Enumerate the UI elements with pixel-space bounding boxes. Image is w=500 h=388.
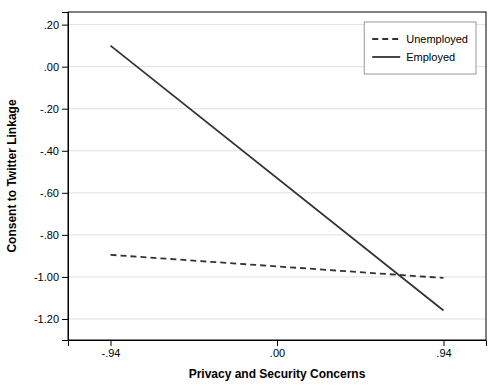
x-tick-label: .94	[436, 347, 451, 359]
plot-area	[111, 46, 444, 311]
legend-swatch	[372, 38, 400, 40]
x-tick: .00	[270, 340, 285, 359]
x-axis-line	[69, 341, 487, 347]
y-grid-line	[68, 192, 486, 193]
y-tick-mark	[62, 109, 68, 110]
legend-label: Employed	[406, 51, 455, 63]
y-tick-label: -.20	[40, 103, 59, 115]
y-tick: .00	[44, 61, 68, 73]
y-axis-line	[62, 13, 69, 341]
y-tick-mark	[62, 193, 68, 194]
y-tick-label: -.40	[40, 145, 59, 157]
y-tick-label: -1.20	[34, 313, 59, 325]
series-line	[111, 255, 444, 278]
y-tick-mark	[62, 67, 68, 68]
y-tick-mark	[62, 277, 68, 278]
y-tick-label: -1.00	[34, 271, 59, 283]
y-tick: -.60	[40, 187, 68, 199]
legend-label: Unemployed	[406, 33, 468, 45]
x-tick-mark	[443, 340, 444, 346]
legend-box	[364, 22, 476, 74]
y-tick: .20	[44, 19, 68, 31]
y-tick: -.40	[40, 145, 68, 157]
y-grid-line	[68, 318, 486, 319]
plot-frame	[68, 12, 486, 340]
y-grid-line	[68, 150, 486, 151]
y-tick-label: -.80	[40, 229, 59, 241]
y-axis-title: Consent to Twitter Linkage	[5, 99, 19, 252]
x-axis-title: Privacy and Security Concerns	[189, 367, 366, 381]
chart: -.94 .00 .94 .20 .00 -.20 -.40 -.60 -.80 -1.00 -1.…	[0, 0, 500, 388]
x-tick-mark	[277, 340, 278, 346]
series-line	[111, 46, 444, 311]
y-tick-mark	[62, 235, 68, 236]
y-tick-label: .00	[44, 61, 59, 73]
y-tick: -.20	[40, 103, 68, 115]
y-tick-label: -.60	[40, 187, 59, 199]
y-grid-line	[68, 108, 486, 109]
y-tick: -1.20	[34, 313, 68, 325]
y-grid-line	[68, 234, 486, 235]
x-tick-label: -.94	[102, 347, 121, 359]
x-tick-mark	[111, 340, 112, 346]
legend-swatch	[372, 56, 400, 58]
y-tick: -.80	[40, 229, 68, 241]
legend: Unemployed Employed	[364, 22, 476, 74]
x-axis: -.94 .00 .94	[69, 340, 487, 359]
y-axis: .20 .00 -.20 -.40 -.60 -.80 -1.00 -1.20	[34, 13, 69, 341]
y-tick-mark	[62, 319, 68, 320]
y-tick-mark	[62, 25, 68, 26]
y-tick: -1.00	[34, 271, 68, 283]
x-tick: .94	[436, 340, 451, 359]
x-tick-label: .00	[270, 347, 285, 359]
y-tick-label: .20	[44, 19, 59, 31]
x-tick: -.94	[102, 340, 121, 359]
y-tick-mark	[62, 151, 68, 152]
